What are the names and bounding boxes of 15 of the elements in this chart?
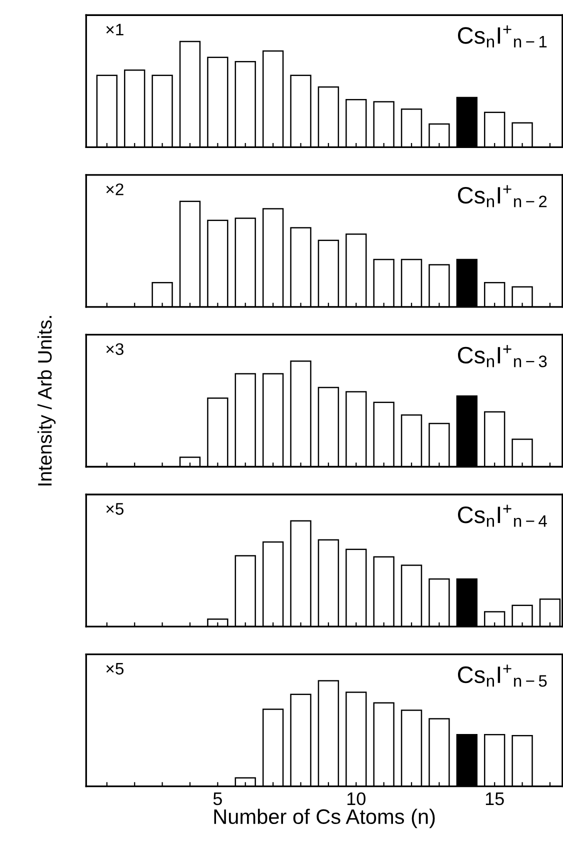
annotation: Cs$_{n}$I$^{+}$$_{n−3}$	[458, 345, 547, 368]
text: ×5	[106, 662, 124, 675]
x-axis-title: Number of Cs Atoms (n)	[214, 808, 435, 828]
y-axis-title: Intensity / Arb Units.	[37, 316, 56, 486]
x-tick-label: 15	[486, 792, 504, 806]
annotation: Cs$_{n}$I$^{+}$$_{n−1}$	[458, 25, 547, 48]
annotation: Cs$_{n}$I$^{+}$$_{n−4}$	[458, 504, 547, 527]
x-tick-label: 5	[213, 792, 222, 806]
text: ×1	[106, 24, 124, 36]
text: ×5	[106, 503, 124, 515]
text: ×3	[106, 343, 124, 356]
text: ×2	[106, 183, 124, 196]
annotation: Cs$_{n}$I$^{+}$$_{n−5}$	[458, 664, 547, 687]
x-tick-label: 10	[347, 792, 366, 806]
annotation: Cs$_{n}$I$^{+}$$_{n−2}$	[458, 185, 547, 208]
